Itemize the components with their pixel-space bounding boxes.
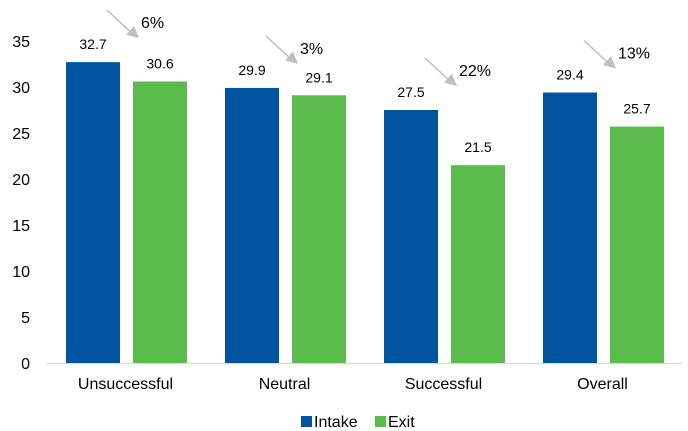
legend-swatch-exit xyxy=(375,416,386,427)
y-tick-label: 5 xyxy=(21,310,30,327)
data-label: 27.5 xyxy=(397,84,424,100)
change-arrow xyxy=(424,57,452,83)
data-labels: 32.7 30.6 29.9 29.1 27.5 21.5 29.4 25.7 xyxy=(79,36,650,155)
data-label: 29.4 xyxy=(556,67,583,83)
bars xyxy=(66,62,664,364)
bar-intake-neutral xyxy=(225,87,279,364)
data-label: 21.5 xyxy=(464,139,491,155)
change-arrows: 6% 3% 22% 13% xyxy=(106,9,650,86)
change-percent-label: 6% xyxy=(141,15,164,32)
data-label: 32.7 xyxy=(79,36,106,52)
y-tick-label: 10 xyxy=(12,264,30,281)
bar-intake-successful xyxy=(384,110,438,363)
x-category-label: Neutral xyxy=(259,376,311,393)
change-arrow-head xyxy=(444,73,457,86)
data-label: 29.1 xyxy=(305,69,332,85)
legend-swatch-intake xyxy=(301,416,312,427)
y-tick-label: 30 xyxy=(12,80,30,97)
bar-exit-unsuccessful xyxy=(133,81,187,363)
change-arrow-head xyxy=(285,51,298,64)
legend-label-exit: Exit xyxy=(388,414,415,431)
data-label: 29.9 xyxy=(238,62,265,78)
bar-intake-overall xyxy=(543,92,597,364)
y-tick-label: 25 xyxy=(12,126,30,143)
legend: Intake Exit xyxy=(301,414,415,431)
change-percent-label: 22% xyxy=(459,63,491,80)
change-arrow xyxy=(265,35,293,61)
data-label: 25.7 xyxy=(623,101,650,117)
bar-intake-unsuccessful xyxy=(66,62,120,363)
change-percent-label: 3% xyxy=(300,41,323,58)
y-axis-ticks: 0 5 10 15 20 25 30 35 xyxy=(12,34,30,373)
bar-exit-successful xyxy=(451,165,505,363)
legend-label-intake: Intake xyxy=(314,414,358,431)
change-arrow-head xyxy=(603,56,616,69)
x-category-label: Overall xyxy=(577,376,628,393)
bar-exit-overall xyxy=(610,126,664,363)
change-arrow xyxy=(106,9,134,35)
change-arrow-head xyxy=(126,25,139,39)
change-arrow xyxy=(583,39,611,66)
x-category-label: Successful xyxy=(405,376,482,393)
y-tick-label: 15 xyxy=(12,218,30,235)
y-tick-label: 20 xyxy=(12,172,30,189)
x-axis-labels: Unsuccessful Neutral Successful Overall xyxy=(47,363,683,393)
change-percent-label: 13% xyxy=(618,46,650,63)
y-tick-label: 0 xyxy=(21,356,30,373)
data-label: 30.6 xyxy=(146,55,173,71)
y-tick-label: 35 xyxy=(12,34,30,51)
bar-exit-neutral xyxy=(292,95,346,363)
x-category-label: Unsuccessful xyxy=(78,376,173,393)
